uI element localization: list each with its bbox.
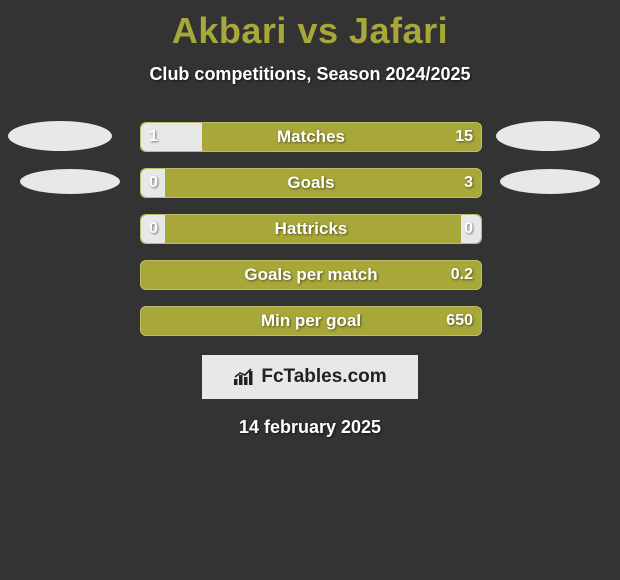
chart-icon [233, 368, 255, 386]
date-label: 14 february 2025 [0, 417, 620, 438]
bar-value-left: 0 [149, 215, 158, 243]
brand-badge[interactable]: FcTables.com [202, 355, 418, 399]
page-title: Akbari vs Jafari [0, 0, 620, 52]
bars-area: 1 Matches 15 0 Goals 3 0 Ha [0, 121, 620, 335]
bar-value-right: 650 [446, 307, 473, 335]
bar-label: Hattricks [141, 215, 481, 243]
bar-value-left: 0 [149, 169, 158, 197]
bar-value-left: 1 [149, 123, 158, 151]
bar-track: 1 Matches 15 [140, 122, 482, 152]
subtitle: Club competitions, Season 2024/2025 [0, 64, 620, 85]
bar-value-right: 0.2 [451, 261, 473, 289]
title-vs: vs [297, 10, 338, 51]
bar-row-hattricks: 0 Hattricks 0 [0, 213, 620, 243]
title-player-left: Akbari [172, 10, 287, 51]
bar-label: Goals [141, 169, 481, 197]
bar-label: Goals per match [141, 261, 481, 289]
bar-value-right: 15 [455, 123, 473, 151]
player-right-badge [496, 121, 600, 151]
title-player-right: Jafari [349, 10, 448, 51]
bar-value-right: 3 [464, 169, 473, 197]
player-left-badge-small [20, 169, 120, 194]
bar-row-goals-per-match: Goals per match 0.2 [0, 259, 620, 289]
bar-track: Goals per match 0.2 [140, 260, 482, 290]
bar-track: 0 Goals 3 [140, 168, 482, 198]
bar-row-min-per-goal: Min per goal 650 [0, 305, 620, 335]
stats-card: Akbari vs Jafari Club competitions, Seas… [0, 0, 620, 580]
player-left-badge [8, 121, 112, 151]
bar-track: 0 Hattricks 0 [140, 214, 482, 244]
bar-track: Min per goal 650 [140, 306, 482, 336]
player-right-badge-small [500, 169, 600, 194]
bar-row-matches: 1 Matches 15 [0, 121, 620, 151]
brand-text: FcTables.com [261, 366, 386, 388]
bar-label: Min per goal [141, 307, 481, 335]
bar-row-goals: 0 Goals 3 [0, 167, 620, 197]
bar-value-right: 0 [464, 215, 473, 243]
